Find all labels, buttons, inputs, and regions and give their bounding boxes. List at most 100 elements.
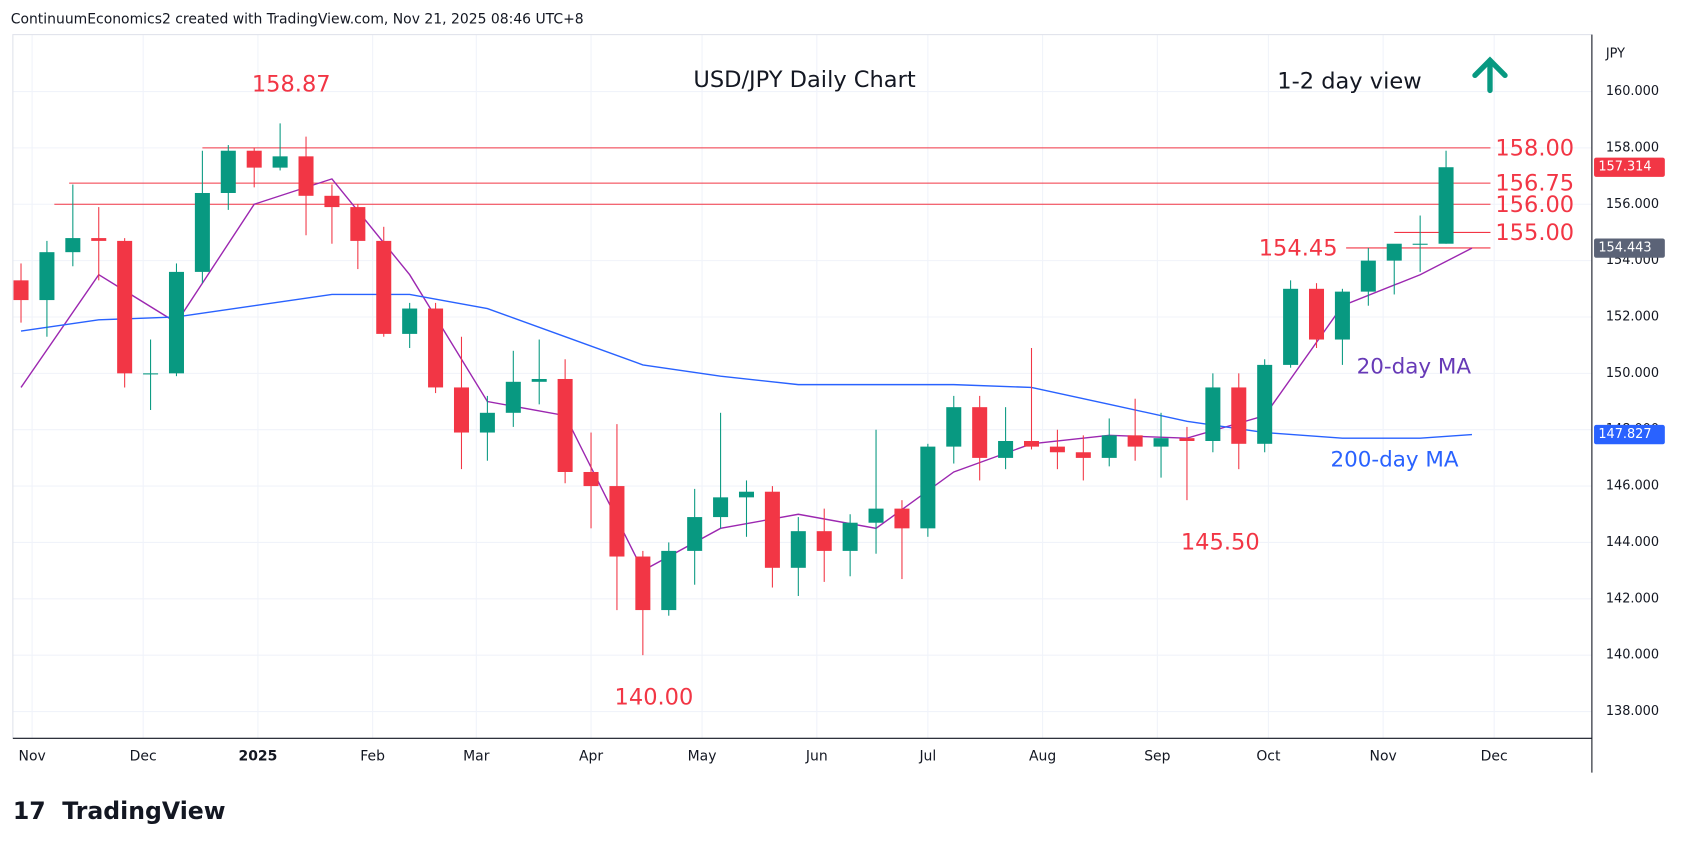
level-label: 154.45 [1259,236,1338,262]
x-tick-label: Jul [918,749,936,765]
candle-body [583,471,599,487]
y-tick-label: 138.000 [1606,704,1659,719]
candle-body [168,271,184,374]
level-label: 155.00 [1495,220,1574,246]
x-tick-label: 2025 [239,749,278,765]
x-tick-label: Oct [1256,749,1281,765]
x-tick-label: Aug [1029,749,1056,765]
y-tick-label: 158.000 [1606,140,1659,155]
y-tick-label: 140.000 [1606,648,1659,663]
candle-body [661,550,677,611]
candle-body [272,156,288,168]
last-price-badge [1594,157,1665,177]
currency: JPY [1605,46,1625,61]
candle-body [557,378,573,472]
x-tick-label: Apr [579,749,603,765]
x-tick-label: Dec [1481,749,1508,765]
candle-body [1101,435,1117,458]
x-tick-label: Jun [805,749,828,765]
x-tick-label: Mar [463,749,490,765]
candle-body [531,378,547,382]
x-tick-label: May [688,749,717,765]
x-tick-label: Dec [130,749,157,765]
logo: TradingView [62,797,225,825]
candle-body [324,195,340,208]
candle-body [972,407,988,458]
candle-body [635,556,651,611]
candle-body [998,440,1014,458]
candle-body [1360,260,1376,292]
candle-body [1308,288,1325,340]
subtitle: 1-2 day view [1277,68,1421,94]
candle-body [1153,438,1169,447]
candle-body [738,491,755,498]
up-arrow [1472,56,1508,94]
candle-body [894,508,910,529]
moving-average [20,293,1473,439]
candle-body [402,308,418,334]
annotation: 158.87 [252,71,331,97]
y-tick-label: 150.000 [1606,366,1659,381]
candle-body [117,240,133,374]
x-tick-label: Nov [1370,749,1397,765]
chart-title: USD/JPY Daily Chart [693,67,916,93]
candle-body [13,280,29,301]
candle-body [453,387,469,433]
candle-body [1386,243,1402,261]
candle-body [1075,452,1091,458]
candle-body [790,531,806,568]
annotation: 145.50 [1181,530,1260,556]
candle-body [1049,446,1065,453]
y-tick-label: 156.000 [1606,197,1659,212]
header: ContinuumEconomics2 created with Trading… [11,12,584,28]
candle-body [350,207,366,241]
candle-body [39,252,55,301]
last-price-label: 157.314 [1598,160,1651,175]
candle-body [91,238,107,241]
price-badge [1594,238,1665,258]
x-tick-label: Nov [19,749,46,765]
candle-body [1334,291,1350,340]
candle-body [143,373,159,375]
candle-body [687,517,703,551]
candle-body [1127,435,1143,447]
candle-body [1438,167,1454,244]
candle-body [920,446,936,529]
plot-frame [12,34,1593,739]
candle-body [609,486,625,557]
candle-body [220,150,236,193]
y-tick-label: 144.000 [1606,535,1659,550]
price-badge-label: 154.443 [1598,241,1651,256]
candle-body [842,522,858,551]
y-tick-label: 142.000 [1606,591,1659,606]
candle-body [1179,438,1195,441]
y-tick-label: 146.000 [1606,479,1659,494]
level-label: 156.00 [1495,192,1574,218]
x-tick-label: Feb [360,749,385,765]
candle-body [246,150,262,168]
candle-body [428,308,444,388]
level-label: 156.75 [1495,171,1574,197]
price-badge [1594,424,1665,445]
candle-body [816,531,832,551]
y-tick-label: 152.000 [1606,309,1659,324]
candle-body [868,508,884,523]
annotation: 140.00 [615,685,694,711]
candle-body [1231,387,1247,444]
ma-label: 20-day MA [1357,355,1472,380]
x-tick-label: Sep [1144,749,1170,765]
candle-body [764,491,780,568]
price-badge-label: 147.827 [1598,427,1651,442]
candle-body [1257,364,1273,444]
candle-body [1205,387,1221,441]
moving-average [20,178,1473,572]
candle-body [298,156,314,196]
candle-body [1283,288,1299,365]
level-label: 158.00 [1495,135,1574,161]
candle-body [479,412,495,433]
candle-body [65,238,81,253]
candle-body [946,407,962,447]
ma-label: 200-day MA [1330,448,1458,473]
candle-body [505,381,521,413]
